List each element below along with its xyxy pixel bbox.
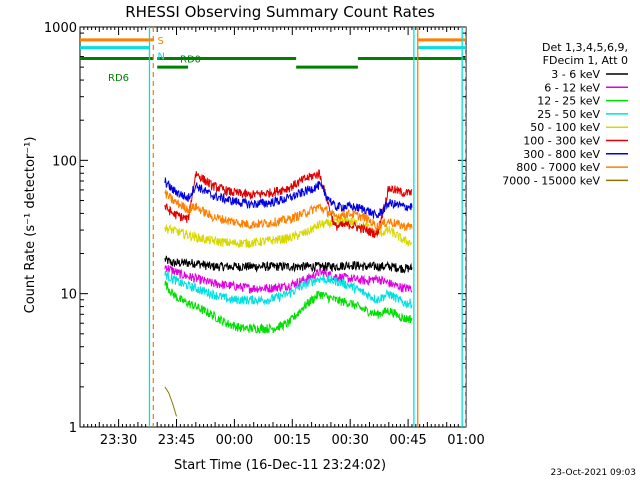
legend-entry-label: 800 - 7000 keV [516, 161, 600, 174]
x-tick-label: 00:45 [389, 433, 426, 448]
annotation-label: S [157, 36, 163, 47]
x-axis-label: Start Time (16-Dec-11 23:24:02) [174, 458, 386, 473]
series-line [164, 255, 413, 274]
y-tick-label: 100 [52, 154, 77, 169]
y-tick-label: 1 [69, 421, 77, 436]
plot-area: 1 10 100 1000 23:30 23:45 00:00 00:15 00:30 00:45… [44, 21, 485, 448]
x-tick-label: 23:45 [158, 433, 195, 448]
annotation-label: RD0 [180, 55, 201, 66]
chart-title: RHESSI Observing Summary Count Rates [125, 3, 435, 21]
annotation-label: RD6 [108, 73, 129, 84]
legend-entry-label: 3 - 6 keV [551, 68, 600, 81]
y-axis-label: Count Rate (s⁻¹ detector⁻¹) [23, 137, 38, 314]
legend-entry-label: 12 - 25 keV [537, 95, 600, 108]
x-tick-label: 00:30 [331, 433, 368, 448]
x-tick-label: 00:15 [274, 433, 311, 448]
series-line [164, 264, 413, 294]
series-line [164, 177, 413, 219]
legend-entry-label: 25 - 50 keV [537, 108, 600, 121]
series-line [164, 280, 413, 334]
date-stamp: 23-Oct-2021 09:03 [551, 468, 636, 478]
plot-content [80, 27, 466, 427]
legend-entry-label: 100 - 300 keV [523, 135, 600, 148]
series-line [164, 386, 177, 417]
x-tick-label: 01:00 [447, 433, 484, 448]
legend-header: FDecim 1, Att 0 [543, 54, 628, 67]
x-tick-label: 00:00 [216, 433, 253, 448]
legend-entry-label: 7000 - 15000 keV [502, 174, 600, 187]
series-line [164, 169, 413, 239]
legend-header: Det 1,3,4,5,6,9, [542, 41, 628, 54]
x-tick-label: 23:30 [100, 433, 137, 448]
y-tick-label: 10 [60, 288, 77, 303]
series-line [164, 270, 413, 309]
y-tick-label: 1000 [44, 21, 77, 36]
legend-entry-label: 6 - 12 keV [544, 81, 600, 94]
legend-entry-label: 300 - 800 keV [523, 148, 600, 161]
legend: Det 1,3,4,5,6,9,FDecim 1, Att 03 - 6 keV… [502, 41, 628, 187]
annotation-label: N [157, 52, 164, 63]
series-line [164, 189, 413, 232]
legend-entry-label: 50 - 100 keV [530, 121, 600, 134]
